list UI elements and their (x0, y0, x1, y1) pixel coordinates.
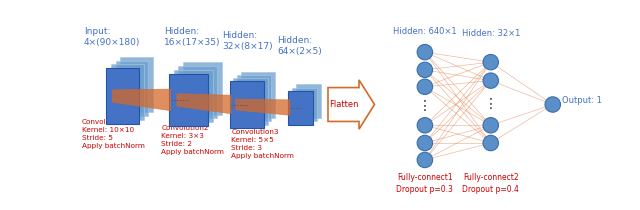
Bar (179, 66, 217, 118)
Bar (174, 70, 212, 122)
Text: Flatten: Flatten (329, 100, 358, 109)
Circle shape (417, 152, 433, 168)
Circle shape (483, 135, 499, 151)
Text: Convolution1
Kernel: 10×10
Stride: 5
Apply batchNorm: Convolution1 Kernel: 10×10 Stride: 5 App… (81, 119, 145, 149)
Text: Hidden: 640×1: Hidden: 640×1 (393, 27, 457, 36)
Circle shape (417, 135, 433, 151)
Text: Fully-connect1
Dropout p=0.3: Fully-connect1 Dropout p=0.3 (396, 173, 453, 194)
Bar (116, 61, 148, 116)
Circle shape (417, 118, 433, 133)
Bar (169, 74, 208, 126)
Text: Fully-connect2
Dropout p=0.4: Fully-connect2 Dropout p=0.4 (462, 173, 519, 194)
Text: ⋮: ⋮ (484, 97, 498, 111)
Text: Hidden:
64×(2×5): Hidden: 64×(2×5) (278, 36, 323, 56)
Bar (106, 68, 139, 124)
Circle shape (483, 118, 499, 133)
Circle shape (417, 62, 433, 77)
Text: Convolution2
Kernel: 3×3
Stride: 2
Apply batchNorm: Convolution2 Kernel: 3×3 Stride: 2 Apply… (161, 125, 224, 155)
Bar (292, 88, 317, 121)
Circle shape (483, 73, 499, 88)
Text: Convolution3
Kernel: 5×5
Stride: 3
Apply batchNorm: Convolution3 Kernel: 5×5 Stride: 3 Apply… (231, 129, 294, 159)
Bar (234, 78, 268, 125)
Text: Input:
4×(90×180): Input: 4×(90×180) (84, 27, 140, 47)
Bar (230, 81, 264, 128)
Circle shape (483, 54, 499, 70)
Text: Hidden: 32×1: Hidden: 32×1 (461, 29, 520, 38)
Text: Hidden:
32×(8×17): Hidden: 32×(8×17) (222, 31, 273, 51)
Polygon shape (236, 99, 290, 115)
Circle shape (417, 45, 433, 60)
Text: Output: 1: Output: 1 (562, 96, 602, 105)
Polygon shape (113, 89, 171, 111)
Text: Hidden:
16×(17×35): Hidden: 16×(17×35) (164, 27, 220, 47)
Bar (289, 91, 313, 125)
Circle shape (417, 79, 433, 94)
Bar (241, 72, 275, 118)
Bar (183, 62, 222, 114)
Text: ⋮: ⋮ (418, 99, 432, 113)
Bar (120, 57, 153, 112)
Circle shape (545, 97, 561, 112)
Bar (111, 64, 143, 120)
Polygon shape (177, 94, 231, 114)
Bar (237, 75, 271, 121)
Bar (296, 84, 321, 118)
